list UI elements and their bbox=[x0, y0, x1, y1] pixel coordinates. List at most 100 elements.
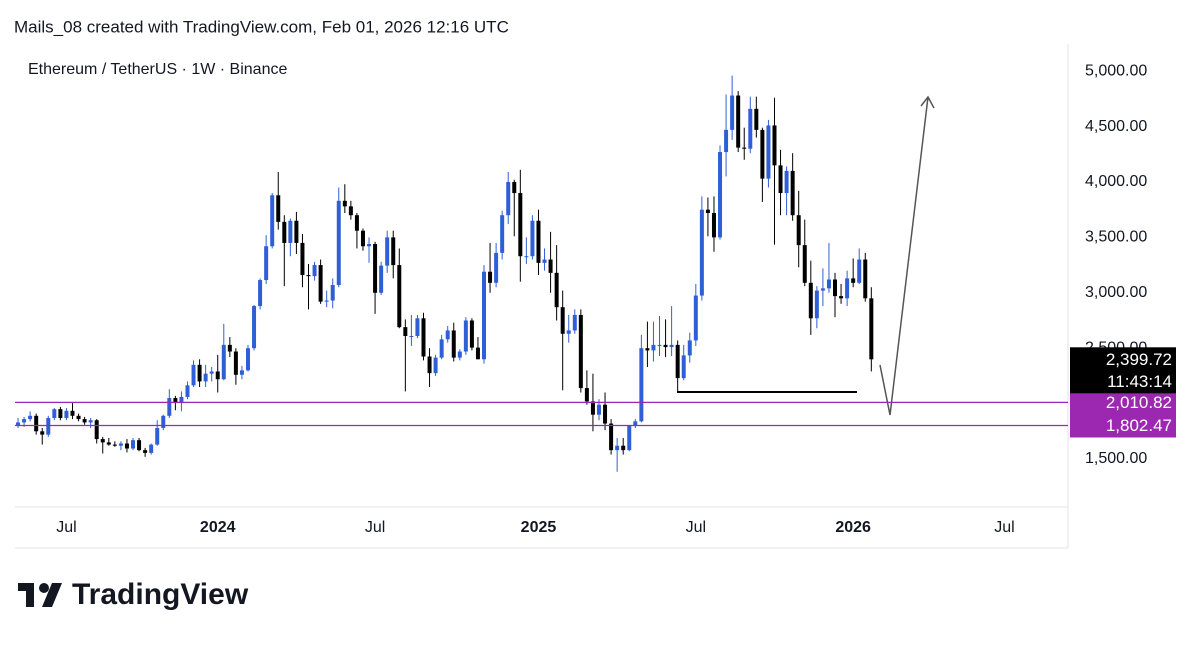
countdown: 11:43:14 bbox=[1107, 372, 1172, 391]
candle-body bbox=[778, 165, 783, 194]
candle-body bbox=[663, 344, 668, 348]
logo: TradingView bbox=[18, 578, 249, 611]
candle-body bbox=[40, 431, 45, 435]
candle-body bbox=[70, 410, 75, 416]
candle-body bbox=[554, 272, 559, 308]
candle-body bbox=[814, 290, 819, 319]
candle-body bbox=[373, 244, 378, 293]
candle-body bbox=[675, 344, 680, 379]
last-price-box bbox=[1070, 347, 1176, 394]
candle-body bbox=[239, 370, 244, 375]
candle-body bbox=[760, 129, 765, 179]
candle-body bbox=[22, 419, 27, 423]
y-tick-label: 1,500.00 bbox=[1085, 450, 1147, 467]
candle-body bbox=[494, 252, 499, 283]
x-tick-label: Jul bbox=[56, 519, 76, 536]
candle-body bbox=[215, 371, 220, 380]
candle-body bbox=[306, 275, 311, 277]
arrow-head bbox=[920, 95, 935, 109]
y-tick-label: 4,000.00 bbox=[1085, 173, 1147, 190]
candle-body bbox=[560, 307, 565, 334]
candle-body bbox=[475, 347, 480, 360]
x-tick-label: 2025 bbox=[521, 519, 557, 536]
candle-body bbox=[705, 209, 710, 213]
candle-body bbox=[76, 415, 81, 420]
candle-body bbox=[203, 373, 208, 382]
candle-body bbox=[324, 300, 329, 302]
candle-body bbox=[318, 265, 323, 302]
x-tick-label: Jul bbox=[994, 519, 1014, 536]
candle-body bbox=[276, 195, 281, 222]
logo-icon bbox=[39, 583, 49, 593]
candle-body bbox=[820, 288, 825, 291]
price-label: 1,802.47 bbox=[1106, 416, 1172, 435]
candle-body bbox=[578, 314, 583, 389]
candle-body bbox=[645, 348, 650, 351]
candle-body bbox=[354, 215, 359, 231]
candle-body bbox=[808, 282, 813, 319]
candle-body bbox=[106, 442, 111, 445]
candle-body bbox=[294, 220, 299, 243]
candle-body bbox=[288, 220, 293, 243]
candle-body bbox=[451, 330, 456, 358]
x-tick-label: 2026 bbox=[835, 519, 871, 536]
y-tick-label: 4,500.00 bbox=[1085, 118, 1147, 135]
candle-body bbox=[506, 181, 511, 216]
y-tick-label: 3,000.00 bbox=[1085, 284, 1147, 301]
candle-body bbox=[391, 237, 396, 266]
candle-body bbox=[863, 259, 868, 299]
candle-body bbox=[711, 212, 716, 238]
last-price-label: 2,399.72 bbox=[1106, 350, 1172, 369]
candle-body bbox=[336, 200, 341, 286]
candle-body bbox=[300, 242, 305, 276]
candle-body bbox=[512, 181, 517, 194]
candle-body bbox=[869, 298, 874, 360]
candle-body bbox=[609, 423, 614, 451]
candle-body bbox=[118, 443, 123, 446]
candle-body bbox=[488, 271, 493, 283]
candle-body bbox=[615, 445, 620, 451]
candle-body bbox=[143, 450, 148, 453]
candle-body bbox=[457, 351, 462, 358]
candle-body bbox=[197, 364, 202, 382]
candle-body bbox=[784, 170, 789, 194]
candle-body bbox=[469, 320, 474, 348]
candle-body bbox=[724, 129, 729, 153]
candle-body bbox=[742, 147, 747, 149]
candle-body bbox=[633, 421, 638, 426]
candle-body bbox=[766, 125, 771, 179]
x-tick-label: 2024 bbox=[200, 519, 236, 536]
candle-body bbox=[718, 152, 723, 238]
candle-body bbox=[851, 278, 856, 283]
candle-body bbox=[149, 444, 154, 453]
candle-body bbox=[137, 440, 142, 451]
candle-body bbox=[16, 422, 21, 426]
candle-body bbox=[28, 415, 33, 420]
y-tick-label: 5,000.00 bbox=[1085, 62, 1147, 79]
candle-body bbox=[657, 344, 662, 346]
candle-body bbox=[542, 259, 547, 263]
candle-body bbox=[693, 295, 698, 341]
candle-body bbox=[536, 220, 541, 263]
x-tick-label: Jul bbox=[686, 519, 706, 536]
candle-body bbox=[88, 420, 93, 423]
candle-body bbox=[252, 306, 257, 349]
candle-body bbox=[52, 409, 57, 419]
candle-body bbox=[131, 440, 136, 449]
candle-body bbox=[421, 318, 426, 357]
candle-body bbox=[179, 396, 184, 403]
candle-body bbox=[669, 344, 674, 348]
logo-icon bbox=[42, 583, 62, 607]
chart-title: Ethereum / TetherUS · 1W · Binance bbox=[28, 61, 287, 78]
candle-body bbox=[596, 404, 601, 415]
candle-body bbox=[590, 401, 595, 415]
candle-body bbox=[772, 125, 777, 166]
candle-body bbox=[802, 245, 807, 283]
candle-body bbox=[167, 398, 172, 416]
candle-body bbox=[621, 445, 626, 451]
candle-body bbox=[524, 256, 529, 258]
candle-body bbox=[209, 371, 214, 374]
candle-body bbox=[754, 108, 759, 130]
candle-body bbox=[839, 296, 844, 299]
candle-body bbox=[34, 415, 39, 432]
